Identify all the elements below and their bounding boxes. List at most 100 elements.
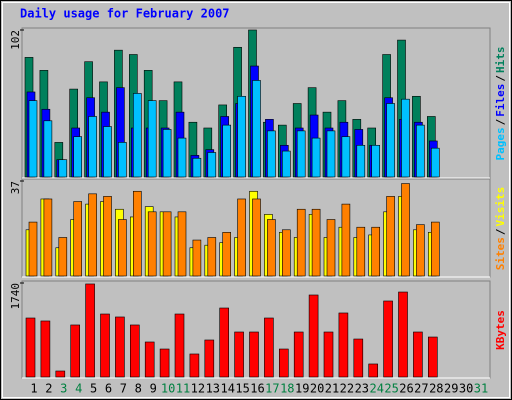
bar <box>73 136 82 178</box>
bar <box>85 283 95 378</box>
x-tick-label: 26 <box>399 382 413 396</box>
bar <box>88 193 97 277</box>
x-tick-label: 18 <box>280 382 294 396</box>
x-tick-label: 2 <box>45 382 52 396</box>
x-tick-label: 4 <box>75 382 82 396</box>
bar <box>25 317 36 378</box>
x-tick-label: 31 <box>474 382 488 396</box>
x-tick-label: 5 <box>90 382 97 396</box>
legend-entry: KBytes <box>494 310 507 350</box>
bar <box>28 100 38 178</box>
x-tick-label: 30 <box>459 382 473 396</box>
bar <box>296 208 306 277</box>
bar <box>222 124 231 178</box>
bar <box>252 198 261 277</box>
bar <box>189 353 200 378</box>
bar <box>147 211 157 277</box>
legend: KBytes <box>494 310 507 350</box>
bar <box>264 317 274 378</box>
bar <box>356 144 366 178</box>
x-tick-label: 8 <box>135 382 142 396</box>
bar <box>147 100 157 178</box>
x-tick-label: 1 <box>30 382 37 396</box>
bar <box>326 130 336 178</box>
bar <box>103 126 112 178</box>
bar <box>237 95 246 178</box>
bar <box>323 331 334 378</box>
bar <box>296 130 306 178</box>
legend-entry: Pages <box>494 127 507 160</box>
x-tick-label: 20 <box>310 382 324 396</box>
x-tick-label: 3 <box>60 382 67 396</box>
x-tick-label: 29 <box>444 382 458 396</box>
bar <box>278 348 289 378</box>
bar <box>219 307 229 378</box>
y-tick-label: 1740 <box>9 283 22 310</box>
x-tick-label: 17 <box>265 382 279 396</box>
bar <box>326 219 336 277</box>
bar <box>133 93 142 178</box>
legend-entry: Files <box>494 84 507 117</box>
bar <box>43 120 53 178</box>
bar <box>192 157 202 178</box>
bar <box>118 142 127 178</box>
x-tick-label: 25 <box>384 382 398 396</box>
legend-entry: Visits <box>494 187 507 227</box>
bar <box>118 219 127 277</box>
bar <box>413 331 423 378</box>
bar <box>311 208 321 277</box>
x-tick-label: 15 <box>235 382 249 396</box>
bar <box>174 313 185 378</box>
bar <box>430 221 440 277</box>
bar <box>100 313 110 378</box>
bar <box>192 239 202 277</box>
bar <box>281 150 291 178</box>
bar <box>237 198 246 277</box>
legend: Pages/Files/Hits <box>494 47 507 161</box>
x-tick-label: 13 <box>206 382 220 396</box>
x-tick-label: 24 <box>369 382 383 396</box>
bar <box>371 144 381 178</box>
bar <box>356 226 366 277</box>
bar <box>177 137 187 178</box>
bar <box>311 137 321 178</box>
bar <box>115 316 125 378</box>
x-tick-label: 16 <box>250 382 264 396</box>
bar <box>70 324 80 378</box>
bar <box>401 183 410 277</box>
bar <box>204 339 215 378</box>
bar <box>386 103 395 178</box>
bar <box>252 80 261 178</box>
bar <box>144 341 155 378</box>
bar <box>267 130 276 178</box>
bar <box>430 147 440 178</box>
x-tick-label: 7 <box>120 382 127 396</box>
bar <box>281 229 291 277</box>
bar <box>371 226 381 277</box>
bar <box>267 219 276 277</box>
chart-title: Daily usage for February 2007 <box>20 7 230 21</box>
legend-entry: Sites <box>494 237 507 270</box>
bar <box>386 196 395 277</box>
bar <box>427 336 438 378</box>
bar <box>177 211 187 277</box>
bar <box>234 331 244 378</box>
bar <box>398 291 408 378</box>
bar <box>308 294 319 378</box>
bar <box>159 348 170 378</box>
x-tick-label: 19 <box>295 382 309 396</box>
x-tick-label: 6 <box>105 382 112 396</box>
bar <box>43 198 53 277</box>
bar <box>130 324 140 378</box>
bar <box>40 320 51 378</box>
bar <box>133 190 142 277</box>
y-tick-label: 102 <box>9 30 22 50</box>
bar <box>55 370 66 378</box>
bar <box>353 338 364 378</box>
legend-entry: Hits <box>494 47 507 74</box>
legend-separator: / <box>494 228 507 235</box>
bar <box>73 201 82 277</box>
x-tick-label: 22 <box>340 382 354 396</box>
